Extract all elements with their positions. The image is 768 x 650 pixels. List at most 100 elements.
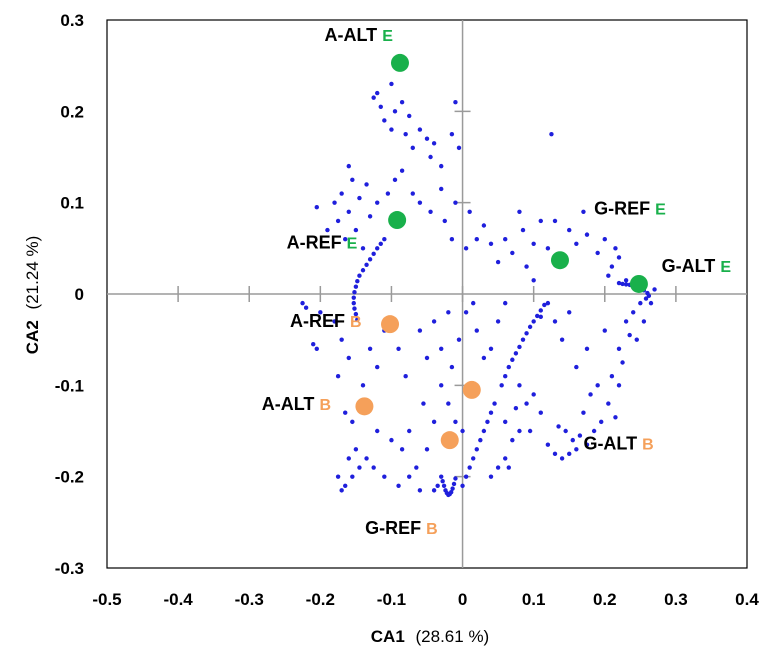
scatter-dot	[378, 104, 383, 109]
scatter-dot	[449, 364, 455, 370]
scatter-dot	[439, 163, 444, 169]
scatter-dot	[403, 374, 408, 379]
scatter-dot	[350, 474, 355, 479]
y-tick-label: -0.2	[55, 468, 84, 487]
scatter-dot	[439, 346, 444, 351]
scatter-dot	[616, 346, 622, 351]
scatter-dot	[355, 279, 360, 284]
scatter-dot	[520, 227, 526, 233]
scatter-dot	[424, 447, 430, 452]
scatter-dot	[513, 405, 519, 411]
scatter-dot	[471, 300, 476, 306]
scatter-dot	[367, 214, 373, 219]
scatter-dot	[303, 305, 309, 310]
scatter-dot	[339, 191, 344, 196]
centroid-label: A-REF E	[287, 232, 358, 252]
scatter-dot	[602, 328, 607, 333]
x-tick-label: 0.2	[593, 590, 617, 609]
scatter-dot	[449, 131, 455, 137]
scatter-dot	[613, 415, 618, 420]
scatter-dot	[346, 456, 351, 461]
scatter-dot	[648, 300, 654, 306]
x-axis-title: CA1 (28.61 %)	[371, 627, 489, 646]
scatter-dot	[371, 465, 376, 470]
x-axis-title-name: CA1	[371, 627, 405, 646]
scatter-dot	[442, 218, 447, 224]
scatter-dot	[325, 227, 330, 233]
centroid-marker	[462, 380, 481, 399]
scatter-dot	[488, 346, 494, 351]
scatter-dot	[385, 191, 391, 196]
scatter-dot	[510, 250, 515, 256]
scatter-dot	[631, 310, 636, 315]
scatter-dot	[360, 268, 366, 273]
scatter-dot	[588, 392, 593, 397]
scatter-dot	[463, 310, 469, 315]
centroid-label-main: G-ALT	[583, 433, 637, 453]
scatter-dot	[463, 474, 469, 479]
scatter-dot	[535, 313, 540, 319]
scatter-dot	[407, 113, 412, 119]
scatter-dot	[357, 465, 362, 470]
scatter-dot	[396, 483, 401, 488]
scatter-dot	[396, 346, 401, 351]
centroid-label: A-REF B	[290, 311, 362, 331]
scatter-dot	[335, 374, 341, 379]
scatter-dot	[623, 278, 629, 283]
x-tick-label: 0	[458, 590, 467, 609]
y-tick-label: 0	[75, 285, 84, 304]
scatter-dot	[439, 186, 444, 192]
scatter-dot	[360, 383, 366, 388]
scatter-dot	[439, 474, 444, 479]
x-tick-label: -0.1	[377, 590, 406, 609]
centroid-label-sub: B	[426, 521, 438, 538]
scatter-dot	[584, 442, 590, 447]
scatter-dot	[392, 177, 398, 183]
scatter-dot	[549, 131, 554, 137]
scatter-dot	[431, 319, 437, 324]
centroid-marker	[550, 251, 569, 270]
x-axis-title-pct: (28.61 %)	[416, 627, 490, 646]
scatter-dot	[574, 364, 579, 370]
scatter-dot	[352, 306, 357, 311]
centroid-label-main: G-REF	[365, 518, 421, 538]
scatter-dot	[360, 246, 366, 251]
x-tick-label: 0.3	[664, 590, 688, 609]
scatter-dot	[638, 300, 643, 306]
scatter-dot	[556, 424, 561, 429]
scatter-dot	[382, 118, 387, 123]
scatter-dot	[488, 410, 494, 415]
scatter-dot	[351, 300, 356, 306]
scatter-dot	[417, 488, 423, 493]
scatter-dot	[495, 319, 501, 324]
y-tick-label: 0.1	[60, 194, 84, 213]
scatter-dot	[407, 428, 412, 434]
x-tick-label: -0.5	[92, 590, 121, 609]
scatter-dot	[357, 273, 362, 278]
centroid-label-sub: E	[655, 202, 666, 219]
scatter-dot	[531, 241, 536, 246]
scatter-dot	[375, 246, 380, 251]
scatter-dot	[567, 310, 572, 315]
scatter-dot	[481, 223, 487, 228]
scatter-dot	[389, 81, 394, 87]
centroid-label: G-REF B	[365, 518, 438, 538]
scatter-dot	[623, 319, 629, 324]
scatter-dot	[399, 168, 405, 173]
scatter-dot	[577, 433, 583, 438]
scatter-dot	[364, 182, 369, 187]
scatter-dot	[375, 200, 380, 205]
scatter-dot	[599, 419, 604, 425]
scatter-dot	[524, 331, 529, 336]
y-tick-label: -0.1	[55, 376, 84, 395]
centroid-label-main: A-ALT	[262, 394, 315, 414]
scatter-dot	[453, 200, 458, 205]
scatter-dot	[440, 479, 445, 484]
scatter-dot	[453, 100, 458, 105]
scatter-dot	[364, 262, 369, 267]
scatter-dot	[503, 300, 508, 306]
scatter-dot	[646, 293, 652, 299]
scatter-dot	[552, 451, 558, 457]
scatter-dot	[503, 237, 508, 242]
